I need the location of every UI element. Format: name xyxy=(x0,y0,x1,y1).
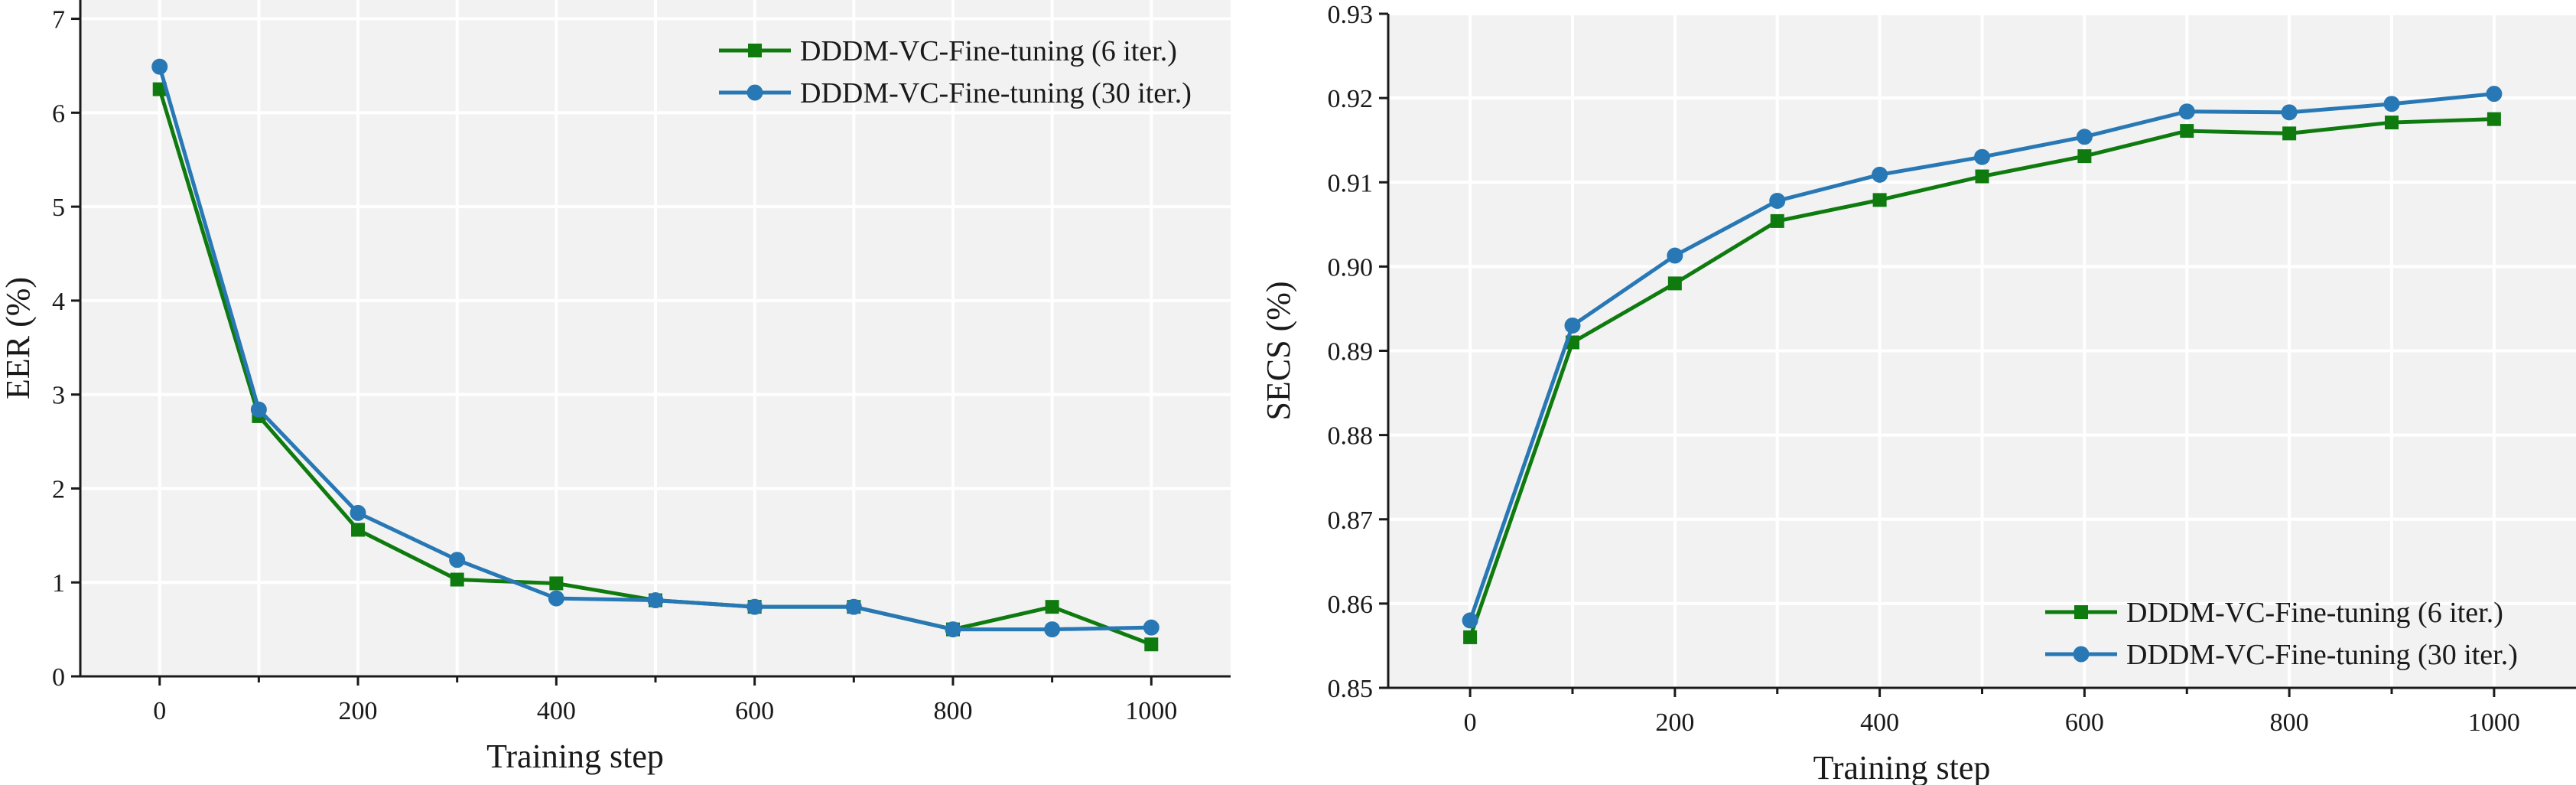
y-tick-label: 0.88 xyxy=(1328,422,1374,451)
data-point-30-iter xyxy=(845,598,862,615)
data-point-6-iter xyxy=(1667,276,1682,291)
legend-marker xyxy=(748,44,762,57)
data-point-6-iter xyxy=(2282,126,2297,141)
data-point-30-iter xyxy=(1564,317,1581,334)
y-tick-label: 0.89 xyxy=(1328,338,1374,366)
data-point-30-iter xyxy=(449,552,466,568)
y-tick-label: 0.93 xyxy=(1328,1,1374,29)
data-point-30-iter xyxy=(746,598,763,615)
legend-entry: DDDM-VC-Fine-tuning (6 iter.) xyxy=(2126,597,2503,629)
legend-entry: DDDM-VC-Fine-tuning (30 iter.) xyxy=(800,77,1192,109)
data-point-6-iter xyxy=(1463,630,1478,644)
y-tick-label: 2 xyxy=(52,475,65,503)
data-point-30-iter xyxy=(1143,619,1160,636)
x-tick-label: 1000 xyxy=(2468,708,2520,737)
data-point-6-iter xyxy=(450,572,464,587)
secs-chart: 0 200 400 600 800 1000 0.85 0.86 0.87 0.88 0.89 0.9… xyxy=(1260,1,2576,785)
y-axis-label: EER (%) xyxy=(0,277,37,399)
data-point-6-iter xyxy=(1872,193,1887,207)
y-tick-label: 3 xyxy=(52,382,65,410)
data-point-6-iter xyxy=(1770,213,1784,228)
x-tick-label: 0 xyxy=(153,697,166,725)
y-tick-label: 0.92 xyxy=(1328,85,1374,113)
data-point-6-iter xyxy=(1144,637,1159,652)
data-point-30-iter xyxy=(1044,621,1061,638)
data-point-6-iter xyxy=(2180,124,2194,138)
y-tick-label: 0.91 xyxy=(1328,169,1374,197)
data-point-30-iter xyxy=(945,621,961,638)
data-point-6-iter xyxy=(351,523,366,537)
y-tick-label: 4 xyxy=(52,288,65,316)
legend-marker xyxy=(746,84,763,101)
data-point-6-iter xyxy=(549,576,564,591)
data-point-6-iter xyxy=(1975,169,1989,184)
legend-marker xyxy=(2073,646,2090,663)
data-point-6-iter xyxy=(152,82,167,96)
data-point-6-iter xyxy=(2385,116,2399,130)
y-tick-label: 0 xyxy=(52,663,65,692)
data-point-30-iter xyxy=(2076,129,2093,145)
data-point-30-iter xyxy=(1769,192,1786,209)
y-tick-label: 1 xyxy=(52,569,65,598)
x-tick-label: 400 xyxy=(537,697,576,725)
data-point-30-iter xyxy=(1872,166,1888,183)
data-point-30-iter xyxy=(2178,103,2195,120)
data-point-30-iter xyxy=(2281,104,2298,121)
data-point-30-iter xyxy=(2383,96,2400,112)
legend: DDDM-VC-Fine-tuning (6 iter.) DDDM-VC-Fin… xyxy=(2045,597,2518,671)
legend: DDDM-VC-Fine-tuning (6 iter.) DDDM-VC-Fin… xyxy=(719,35,1192,109)
data-point-6-iter xyxy=(2487,112,2501,126)
y-tick-label: 0.86 xyxy=(1328,591,1374,619)
data-point-30-iter xyxy=(151,58,168,75)
legend-marker xyxy=(2074,605,2088,619)
data-point-30-iter xyxy=(250,401,267,418)
x-tick-label: 0 xyxy=(1464,708,1477,737)
eer-chart: 0 200 400 600 800 1000 0 1 2 3 4 5 6 7 Training step EE… xyxy=(0,0,1231,775)
y-tick-label: 7 xyxy=(52,6,65,34)
x-tick-label: 600 xyxy=(735,697,774,725)
data-point-30-iter xyxy=(1667,247,1683,264)
data-point-30-iter xyxy=(647,592,664,609)
data-point-6-iter xyxy=(1045,600,1059,614)
x-tick-label: 800 xyxy=(2270,708,2309,737)
y-tick-label: 0.90 xyxy=(1328,253,1374,282)
y-axis-label: SECS (%) xyxy=(1260,281,1297,420)
data-point-6-iter xyxy=(2077,149,2092,164)
data-point-30-iter xyxy=(548,590,564,607)
data-point-30-iter xyxy=(350,504,366,521)
data-point-30-iter xyxy=(1462,612,1478,629)
y-tick-label: 0.87 xyxy=(1328,507,1374,535)
x-tick-label: 1000 xyxy=(1125,697,1177,725)
x-tick-label: 200 xyxy=(1655,708,1694,737)
legend-entry: DDDM-VC-Fine-tuning (30 iter.) xyxy=(2126,639,2518,671)
data-point-30-iter xyxy=(1974,148,1990,165)
data-point-30-iter xyxy=(2486,86,2503,103)
x-axis-label: Training step xyxy=(1813,749,1991,785)
x-axis-label: Training step xyxy=(486,738,664,775)
x-tick-label: 400 xyxy=(1860,708,1899,737)
legend-entry: DDDM-VC-Fine-tuning (6 iter.) xyxy=(800,35,1177,67)
y-tick-label: 6 xyxy=(52,99,65,128)
x-tick-label: 600 xyxy=(2065,708,2104,737)
y-tick-label: 5 xyxy=(52,194,65,222)
x-tick-label: 200 xyxy=(339,697,378,725)
x-tick-label: 800 xyxy=(933,697,972,725)
y-tick-label: 0.85 xyxy=(1328,675,1374,703)
